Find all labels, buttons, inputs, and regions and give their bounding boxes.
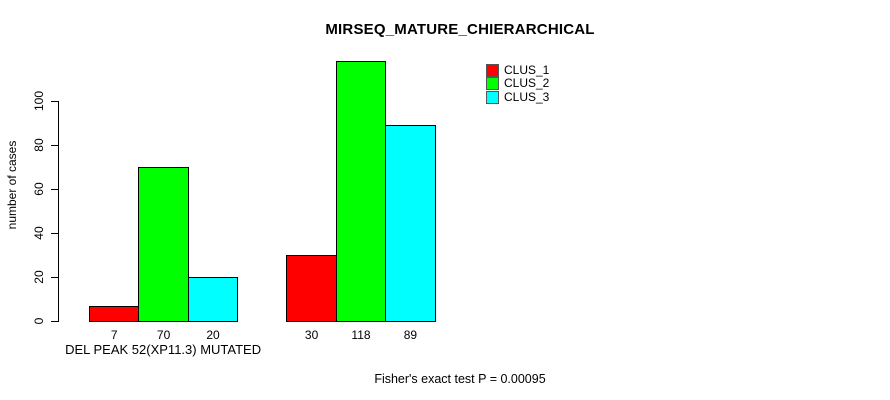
bar-clus-1-group-1 [89,305,140,322]
y-tick-label: 40 [32,226,46,240]
bar-clus-3-group-2 [385,125,436,322]
bar-clus-3-group-1 [187,277,239,322]
bar-value-label: 70 [156,328,171,342]
legend: CLUS_1 CLUS_2 CLUS_3 [486,64,549,104]
y-axis-tick [51,101,58,102]
legend-swatch-clus-2 [486,77,499,91]
bar-value-label: 30 [304,328,319,342]
statistical-test-caption: Fisher's exact test P = 0.00095 [374,372,546,386]
legend-item-clus-3: CLUS_3 [486,89,550,104]
legend-swatch-clus-1 [486,64,499,77]
y-axis-tick [51,145,58,146]
y-tick-label: 60 [32,182,46,196]
y-axis-tick [51,233,58,234]
y-axis-tick [51,277,58,278]
y-tick-label: 20 [32,270,46,284]
legend-item-clus-2: CLUS_2 [486,76,550,91]
bar-clus-2-group-1 [138,167,189,322]
legend-swatch-clus-3 [486,90,499,104]
y-axis-line [58,101,59,322]
bar-value-label: 118 [351,328,371,342]
legend-label-clus-3: CLUS_3 [504,89,550,104]
y-axis-tick [51,321,58,322]
y-tick-label: 0 [32,317,46,325]
legend-label-clus-1: CLUS_1 [504,63,550,77]
legend-label-clus-2: CLUS_2 [504,76,550,91]
bar-clus-1-group-2 [286,255,337,322]
y-tick-label: 100 [32,90,46,112]
bar-value-label: 7 [110,328,118,342]
y-axis-tick [51,189,58,190]
legend-item-clus-1: CLUS_1 [486,64,549,77]
chart-title: MIRSEQ_MATURE_CHIERARCHICAL [325,21,595,38]
bar-value-label: 89 [403,328,418,342]
bar-clus-2-group-2 [335,61,387,322]
group-label-1: DEL PEAK 52(XP11.3) MUTATED [65,342,262,357]
y-tick-label: 80 [32,138,46,152]
bar-value-label: 20 [206,328,220,342]
